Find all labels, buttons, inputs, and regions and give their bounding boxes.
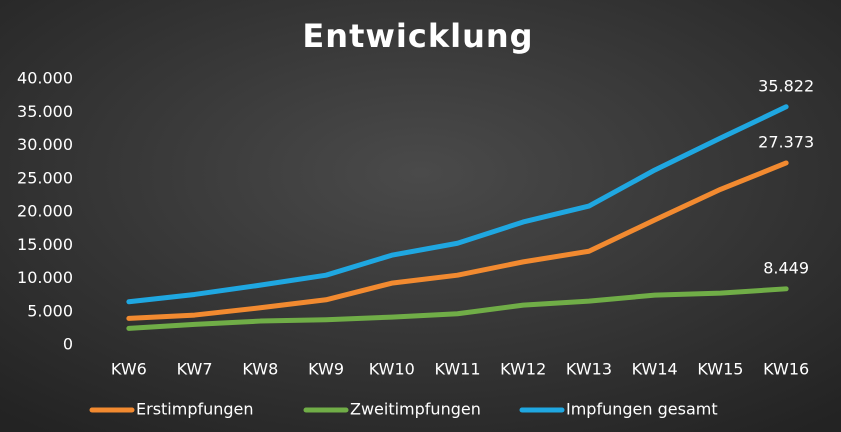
x-tick-label: KW11	[434, 360, 480, 379]
y-tick-label: 15.000	[17, 235, 73, 254]
y-tick-label: 10.000	[17, 268, 73, 287]
y-tick-label: 30.000	[17, 135, 73, 154]
y-tick-label: 25.000	[17, 168, 73, 187]
x-tick-label: KW6	[111, 360, 147, 379]
legend-label: Zweitimpfungen	[350, 400, 481, 419]
y-tick-label: 0	[63, 335, 73, 354]
data-label: 27.373	[758, 132, 814, 151]
y-tick-label: 35.000	[17, 102, 73, 121]
x-tick-label: KW8	[242, 360, 278, 379]
series-line	[126, 104, 789, 305]
legend-label: Erstimpfungen	[136, 400, 254, 419]
x-tick-label: KW16	[763, 360, 809, 379]
y-tick-label: 20.000	[17, 202, 73, 221]
x-tick-label: KW7	[177, 360, 213, 379]
x-tick-label: KW13	[566, 360, 612, 379]
legend-label: Impfungen gesamt	[566, 400, 718, 419]
data-label: 35.822	[758, 76, 814, 95]
chart-title: Entwicklung	[302, 17, 533, 55]
data-label: 8.449	[763, 258, 809, 277]
y-tick-label: 40.000	[17, 69, 73, 88]
y-tick-label: 5.000	[27, 301, 73, 320]
x-tick-label: KW12	[500, 360, 546, 379]
x-tick-label: KW10	[369, 360, 415, 379]
x-tick-label: KW15	[697, 360, 743, 379]
series-line	[126, 160, 789, 321]
series-line	[126, 286, 789, 331]
x-tick-label: KW14	[632, 360, 678, 379]
x-tick-label: KW9	[308, 360, 344, 379]
